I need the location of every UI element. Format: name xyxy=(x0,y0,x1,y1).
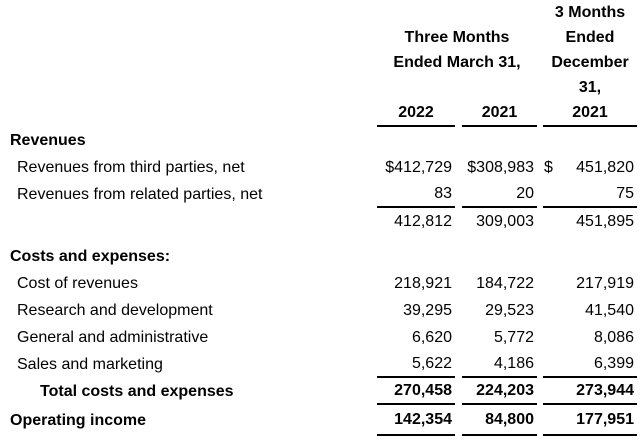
currency-symbol: $ xyxy=(544,158,553,176)
table-row-total-costs: Total costs and expenses 270,458 224,203… xyxy=(0,378,640,405)
column-group-march: Three Months Ended March 31, xyxy=(377,0,537,75)
table-row-research-development: Research and development 39,295 29,523 4… xyxy=(0,297,640,324)
column-group-december-line3: December xyxy=(551,54,629,71)
row-label: Total costs and expenses xyxy=(40,382,234,400)
table-row-related-parties: Revenues from related parties, net 83 20… xyxy=(0,181,640,208)
value-2021-december: 6,399 xyxy=(543,351,637,378)
value-2021-march: $308,983 xyxy=(467,158,534,176)
value-2021-december: $ 451,820 xyxy=(543,154,637,181)
row-label: Revenues xyxy=(10,131,86,149)
value-2021-december: 41,540 xyxy=(585,301,634,319)
row-label: Sales and marketing xyxy=(17,355,163,373)
value-2021-december: 75 xyxy=(543,181,637,208)
column-group-march-line1: Three Months xyxy=(404,29,510,46)
value-amount: 451,820 xyxy=(576,158,634,176)
column-group-december-line4: 31, xyxy=(578,79,602,96)
year-header-2021-december: 2021 xyxy=(543,100,637,127)
value-2022: 39,295 xyxy=(403,301,452,319)
value-2021-march: 29,523 xyxy=(485,301,534,319)
row-label xyxy=(0,208,377,235)
value-2021-march: 84,800 xyxy=(462,405,537,436)
row-label: General and administrative xyxy=(17,328,209,346)
table-row-sales-marketing: Sales and marketing 5,622 4,186 6,399 xyxy=(0,351,640,378)
row-label: Operating income xyxy=(10,411,147,429)
row-label: Revenues from related parties, net xyxy=(17,185,263,203)
value-2022: 270,458 xyxy=(377,378,455,405)
column-group-december-line1: 3 Months xyxy=(554,4,626,21)
column-group-march-line2: Ended March 31, xyxy=(393,54,521,71)
table-row-total-revenues: 412,812 309,003 451,895 xyxy=(0,208,640,235)
value-2022: 142,354 xyxy=(377,405,455,436)
value-2021-march: 224,203 xyxy=(462,378,537,405)
table-header: Three Months Ended March 31, 3 Months En… xyxy=(0,0,640,100)
value-2021-december: 217,919 xyxy=(576,274,634,292)
value-2021-march: 4,186 xyxy=(462,351,537,378)
table-row-general-administrative: General and administrative 6,620 5,772 8… xyxy=(0,324,640,351)
value-2022: 5,622 xyxy=(377,351,455,378)
value-2021-march: 20 xyxy=(462,181,537,208)
value-2022: 6,620 xyxy=(411,328,452,346)
row-label: Research and development xyxy=(17,301,213,319)
table-row-costs-section: Costs and expenses: xyxy=(0,243,640,270)
table-row-cost-of-revenues: Cost of revenues 218,921 184,722 217,919 xyxy=(0,270,640,297)
value-2021-march: 184,722 xyxy=(476,274,534,292)
value-2021-december: 273,944 xyxy=(543,378,637,405)
value-2022: $412,729 xyxy=(385,158,452,176)
row-label: Cost of revenues xyxy=(17,274,138,292)
value-2021-march: 309,003 xyxy=(476,212,534,230)
value-2021-december: 8,086 xyxy=(593,328,634,346)
value-2021-december: 451,895 xyxy=(576,212,634,230)
row-label: Revenues from third parties, net xyxy=(17,158,245,176)
year-header-2022: 2022 xyxy=(377,100,455,127)
table-row-revenues-section: Revenues xyxy=(0,127,640,154)
row-label: Costs and expenses: xyxy=(10,247,171,265)
table-row-operating-income: Operating income 142,354 84,800 177,951 xyxy=(0,405,640,436)
value-2022: 83 xyxy=(377,181,455,208)
year-header-2021-march: 2021 xyxy=(462,100,537,127)
value-2022: 218,921 xyxy=(394,274,452,292)
column-group-december: 3 Months Ended December 31, xyxy=(543,0,637,100)
table-row-third-parties: Revenues from third parties, net $412,72… xyxy=(0,154,640,181)
column-group-december-line2: Ended xyxy=(565,29,615,46)
value-2021-december: 177,951 xyxy=(543,405,637,436)
value-2021-march: 5,772 xyxy=(493,328,534,346)
value-2022: 412,812 xyxy=(394,212,452,230)
year-header-row: 2022 2021 2021 xyxy=(0,100,640,127)
